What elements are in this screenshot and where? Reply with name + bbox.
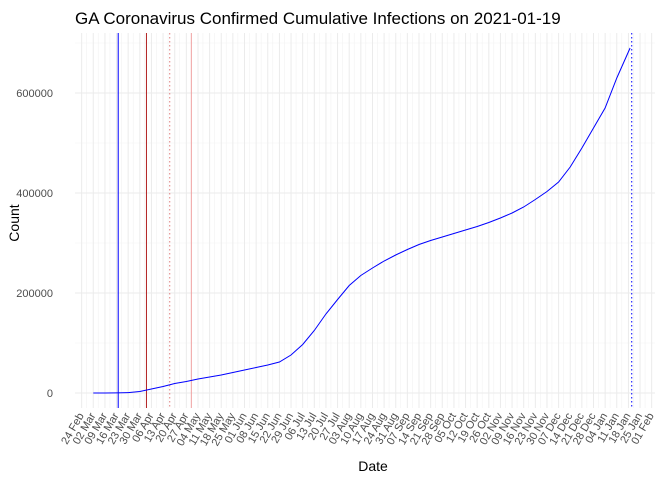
y-tick-label: 400000 <box>16 188 53 200</box>
series-line <box>93 47 631 394</box>
grid <box>75 33 655 408</box>
x-axis-title: Date <box>358 458 388 474</box>
y-tick-label: 200000 <box>16 288 53 300</box>
y-axis-title: Count <box>6 204 22 241</box>
y-axis-ticks: 0 200000 400000 600000 <box>16 88 53 400</box>
reference-lines <box>117 33 633 408</box>
series-layer <box>93 47 631 394</box>
y-tick-label: 0 <box>47 388 53 400</box>
y-tick-label: 600000 <box>16 88 53 100</box>
chart-title: GA Coronavirus Confirmed Cumulative Infe… <box>75 9 561 28</box>
